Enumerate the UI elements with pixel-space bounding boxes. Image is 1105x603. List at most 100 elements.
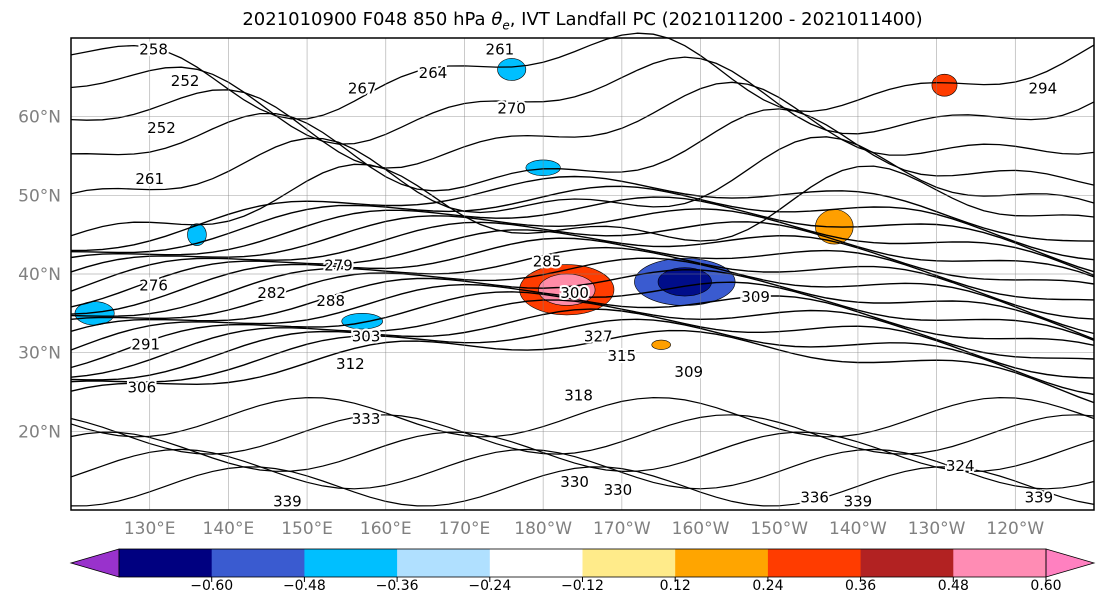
contour-line bbox=[70, 329, 1095, 404]
contour-line bbox=[70, 196, 1095, 273]
lon-tick-label: 150°W bbox=[750, 519, 808, 539]
contour-label: 270 bbox=[497, 99, 526, 117]
lat-tick-label: 40°N bbox=[18, 265, 61, 285]
contour-label: 288 bbox=[316, 292, 345, 310]
contour-line bbox=[70, 299, 1095, 378]
contour-label: 339 bbox=[844, 493, 873, 511]
contour-label: 312 bbox=[336, 355, 365, 373]
colorbar-bin bbox=[397, 549, 491, 577]
contour-label: 339 bbox=[273, 493, 302, 511]
shading-patch bbox=[657, 267, 712, 297]
colorbar-tick-label: −0.36 bbox=[376, 578, 419, 594]
contour-label: 303 bbox=[352, 327, 381, 345]
contour-label: 267 bbox=[348, 80, 377, 98]
contour-label: 318 bbox=[564, 386, 593, 404]
contour-line bbox=[70, 185, 1095, 261]
colorbar-bin bbox=[582, 549, 676, 577]
colorbar-tick-label: −0.60 bbox=[190, 578, 233, 594]
lon-tick-label: 170°W bbox=[593, 519, 651, 539]
colorbar-extend-low bbox=[69, 548, 120, 578]
lat-tick-label: 60°N bbox=[18, 108, 61, 128]
contour-line bbox=[70, 229, 1095, 308]
contour-label: 252 bbox=[147, 119, 176, 137]
contour-line bbox=[70, 308, 1095, 381]
colorbar-tick-label: 0.48 bbox=[938, 578, 969, 594]
lon-tick-label: 130°E bbox=[124, 519, 176, 539]
contour-label: 330 bbox=[604, 481, 633, 499]
colorbar-bin bbox=[767, 549, 862, 577]
contour-line bbox=[70, 291, 1095, 369]
contour-label: 258 bbox=[139, 40, 168, 58]
shading-patch bbox=[931, 73, 958, 97]
contour-line bbox=[70, 136, 1095, 214]
contour-label: 291 bbox=[131, 335, 160, 353]
contour-label: 261 bbox=[486, 40, 515, 58]
lon-tick-label: 150°E bbox=[281, 519, 333, 539]
shading-patch bbox=[187, 223, 207, 246]
contour-label: 306 bbox=[128, 379, 157, 397]
lon-tick-label: 160°W bbox=[672, 519, 730, 539]
colorbar bbox=[69, 548, 1096, 578]
contour-line bbox=[70, 81, 1095, 169]
colorbar-bin bbox=[675, 549, 769, 577]
contour-line bbox=[70, 448, 1095, 490]
contour-label: 276 bbox=[139, 276, 168, 294]
colorbar-tick-labels: −0.60 −0.48 −0.36 −0.24 −0.12 0.12 0.24 0.36 0.4… bbox=[190, 577, 1062, 594]
contour-line bbox=[70, 257, 1095, 335]
contour-line bbox=[70, 163, 1095, 242]
colorbar-bin bbox=[304, 549, 398, 577]
colorbar-tick-label: 0.12 bbox=[660, 578, 691, 594]
lat-tick-label: 20°N bbox=[18, 422, 61, 442]
contour-label: 315 bbox=[608, 347, 637, 365]
contour-line bbox=[70, 32, 1095, 120]
lon-tick-label: 180°W bbox=[514, 519, 572, 539]
gridlines bbox=[71, 38, 1094, 510]
contour-line bbox=[70, 281, 1095, 351]
lon-tick-label: 140°E bbox=[203, 519, 255, 539]
lon-tick-label: 160°E bbox=[360, 519, 412, 539]
contour-line bbox=[70, 431, 1095, 473]
lon-tick-label: 140°W bbox=[829, 519, 887, 539]
colorbar-tick-label: −0.12 bbox=[561, 578, 604, 594]
contour-label: 300 bbox=[560, 284, 589, 302]
colorbar-tick-label: 0.60 bbox=[1030, 578, 1061, 594]
lon-tick-label: 120°W bbox=[986, 519, 1044, 539]
contour-label: 294 bbox=[1029, 80, 1058, 98]
contour-label: 309 bbox=[741, 288, 770, 306]
contour-label: 261 bbox=[135, 170, 164, 188]
shading-patch bbox=[341, 313, 383, 330]
contour-line bbox=[70, 221, 1095, 292]
contour-label: 279 bbox=[324, 257, 353, 275]
contour-line bbox=[70, 175, 1095, 252]
colorbar-bin bbox=[119, 549, 213, 577]
contour-label: 252 bbox=[171, 72, 200, 90]
colorbar-tick-label: −0.48 bbox=[283, 578, 326, 594]
colorbar-extend-high bbox=[1045, 548, 1096, 578]
contour-label: 285 bbox=[533, 253, 562, 271]
contour-line bbox=[70, 108, 1095, 192]
latitude-tick-labels: 60°N 50°N 40°N 30°N 20°N bbox=[18, 108, 61, 443]
contour-label: 264 bbox=[419, 64, 448, 82]
contour-label: 336 bbox=[800, 489, 829, 507]
contour-line bbox=[70, 466, 1095, 507]
contour-line bbox=[70, 396, 1095, 438]
contour-line bbox=[70, 414, 1095, 455]
contour-label: 309 bbox=[674, 363, 703, 381]
colorbar-tick-label: 0.24 bbox=[752, 578, 783, 594]
colorbar-tick-label: −0.24 bbox=[468, 578, 511, 594]
contour-label: 327 bbox=[584, 327, 613, 345]
shading-patch bbox=[651, 339, 671, 350]
colorbar-tick-label: 0.36 bbox=[845, 578, 876, 594]
contour-label: 282 bbox=[257, 284, 286, 302]
colorbar-bin bbox=[489, 549, 583, 577]
colorbar-bin bbox=[953, 549, 1047, 577]
contour-line bbox=[70, 237, 1095, 315]
lat-tick-label: 30°N bbox=[18, 344, 61, 364]
contour-line bbox=[70, 318, 1095, 396]
contour-label: 324 bbox=[946, 457, 975, 475]
contour-line bbox=[70, 208, 1095, 276]
contour-line bbox=[70, 56, 1095, 145]
contour-line bbox=[70, 268, 1095, 340]
